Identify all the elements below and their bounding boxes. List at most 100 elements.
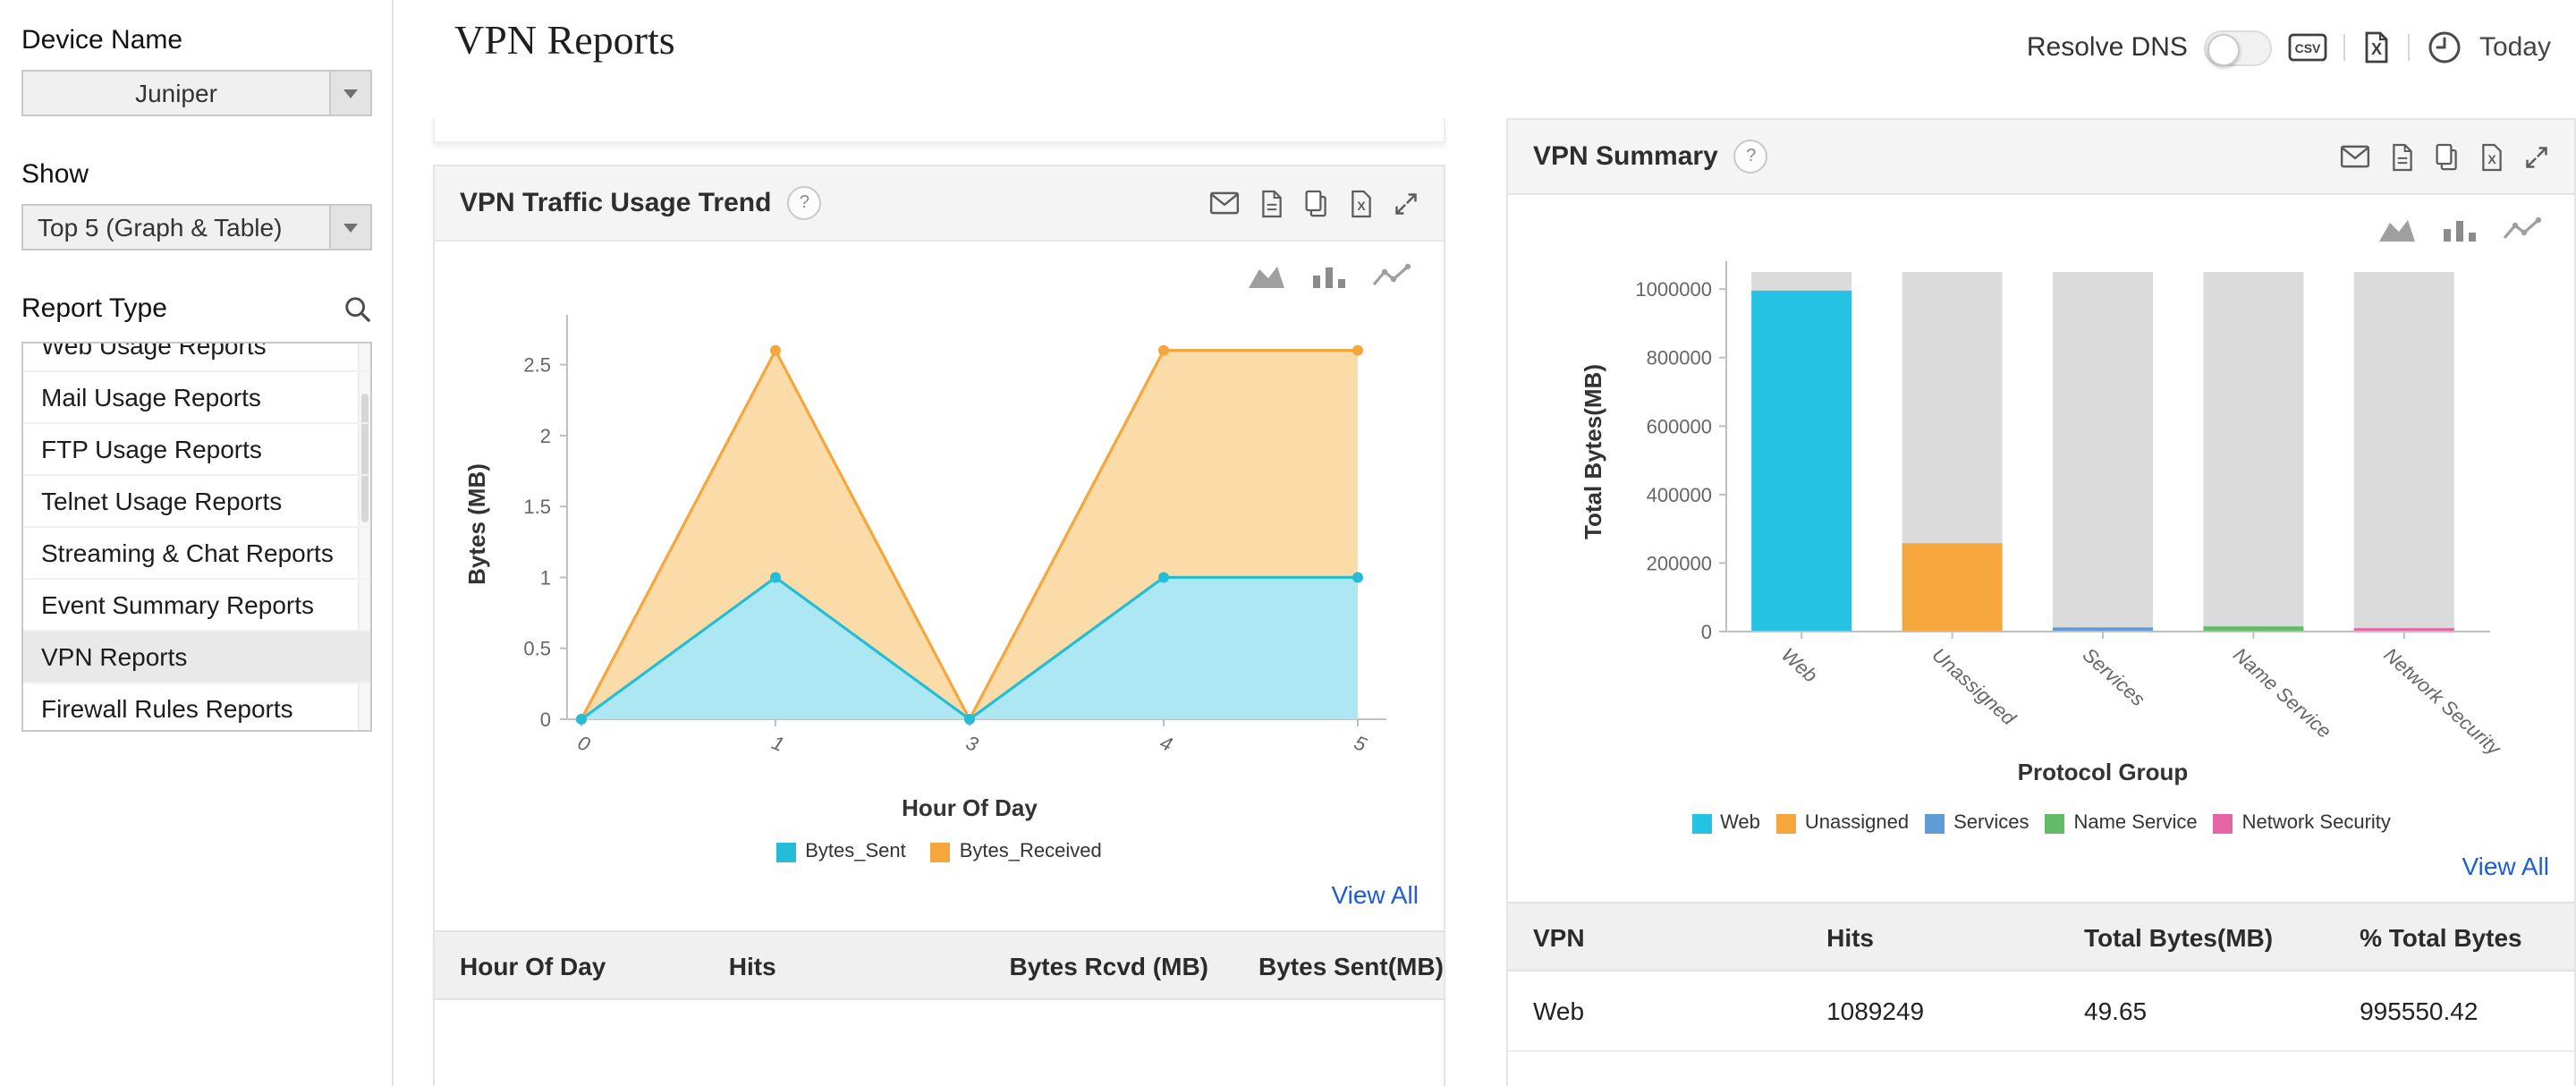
table-link[interactable]: Web xyxy=(1508,971,1802,1052)
legend-label: Bytes_Sent xyxy=(805,841,906,862)
table-header-row: Hour Of Day Hits Bytes Rcvd (MB) Bytes Sent… xyxy=(435,930,1444,1000)
device-select-value: Juniper xyxy=(135,79,217,107)
y-tick-label: 2.5 xyxy=(523,354,551,377)
data-point-marker xyxy=(1158,572,1169,583)
x-tick-label: 5 xyxy=(1351,731,1369,756)
data-point-marker xyxy=(1352,344,1363,356)
legend-swatch xyxy=(1691,813,1712,833)
legend-item-services[interactable]: Services xyxy=(1925,812,2029,834)
report-type-list: Web Usage Reports Mail Usage Reports FTP U… xyxy=(21,342,372,732)
traffic-view-all: View All xyxy=(435,866,1444,930)
clock-icon[interactable] xyxy=(2426,29,2463,66)
excel-export-icon[interactable]: X xyxy=(2361,30,2392,64)
bar-name-service xyxy=(2203,626,2304,632)
legend-item-bytes-sent[interactable]: Bytes_Sent xyxy=(776,841,906,862)
line-chart-icon[interactable] xyxy=(2503,216,2542,243)
y-axis-label: Total Bytes(MB) xyxy=(1580,364,1606,539)
traffic-area-chart: 0 0.5 1 1.5 2 2.5 0 1 3 4 5 Bytes (MB) Hour Of Day xyxy=(463,315,1386,821)
mail-icon[interactable] xyxy=(1209,191,1240,215)
y-tick-label: 600000 xyxy=(1647,415,1712,437)
svg-text:X: X xyxy=(2487,151,2496,165)
scrollbar-thumb[interactable] xyxy=(361,394,369,522)
summary-panel-actions: X xyxy=(2340,142,2549,171)
x-axis-label: Protocol Group xyxy=(2018,759,2189,785)
y-tick-label: 400000 xyxy=(1647,484,1712,506)
sidebar-item-label: Firewall Rules Reports xyxy=(41,694,293,723)
device-name-label: Device Name xyxy=(21,25,183,55)
legend-label: Services xyxy=(1953,812,2029,834)
bar-chart-icon[interactable] xyxy=(2440,216,2479,243)
sidebar-item-telnet-usage-reports[interactable]: Telnet Usage Reports xyxy=(23,476,370,528)
expand-icon[interactable] xyxy=(1394,191,1419,216)
sidebar-item-label: Telnet Usage Reports xyxy=(41,487,283,515)
sidebar-item-event-summary-reports[interactable]: Event Summary Reports xyxy=(23,580,370,632)
y-tick-label: 2 xyxy=(540,425,551,447)
legend-swatch xyxy=(2045,813,2065,833)
area-chart-icon[interactable] xyxy=(2377,216,2417,243)
show-select-value: Top 5 (Graph & Table) xyxy=(38,213,283,242)
summary-chart-type-switch xyxy=(1508,195,2574,243)
legend-item-web[interactable]: Web xyxy=(1691,812,1760,834)
panels-row: VPN Traffic Usage Trend ? X 0 0.5 1 1.5 2 2.5… xyxy=(394,118,2576,1086)
legend-item-unassigned[interactable]: Unassigned xyxy=(1775,812,1909,834)
expand-icon[interactable] xyxy=(2524,144,2549,169)
y-tick-label: 0 xyxy=(540,708,551,731)
y-tick-label: 1 xyxy=(540,566,551,589)
sidebar-item-firewall-rules-reports[interactable]: Firewall Rules Reports xyxy=(23,683,370,730)
show-select[interactable]: Top 5 (Graph & Table) xyxy=(21,204,372,250)
sidebar-item-label: Streaming & Chat Reports xyxy=(41,539,334,567)
resolve-dns-toggle[interactable] xyxy=(2203,30,2272,65)
data-point-marker xyxy=(1158,344,1169,356)
legend-item-network-security[interactable]: Network Security xyxy=(2213,812,2391,834)
device-select[interactable]: Juniper xyxy=(21,70,372,116)
column-header: % Total Bytes xyxy=(2334,902,2574,971)
data-point-marker xyxy=(770,344,781,356)
view-all-link[interactable]: View All xyxy=(2462,852,2549,880)
x-tick-label: Name Service xyxy=(2229,643,2335,742)
traffic-table: Hour Of Day Hits Bytes Rcvd (MB) Bytes Sent… xyxy=(435,930,1444,1000)
main-header: VPN Reports Resolve DNS CSV X xyxy=(394,0,2576,118)
mail-icon[interactable] xyxy=(2340,145,2370,168)
chevron-down-icon[interactable] xyxy=(329,72,370,115)
csv-export-icon[interactable]: CSV xyxy=(2288,32,2327,63)
area-chart-icon[interactable] xyxy=(1247,263,1286,290)
pdf-icon[interactable] xyxy=(1259,189,1284,217)
table-row: Web 1089249 49.65 995550.42 xyxy=(1508,971,2574,1052)
pdf-icon[interactable] xyxy=(2390,142,2415,171)
excel-icon[interactable]: X xyxy=(2479,142,2504,171)
search-icon[interactable] xyxy=(343,294,372,323)
legend-item-bytes-received[interactable]: Bytes_Received xyxy=(930,841,1102,862)
column-header: Bytes Sent(MB) xyxy=(1233,930,1444,1000)
sidebar-item-streaming-chat-reports[interactable]: Streaming & Chat Reports xyxy=(23,528,370,580)
copy-icon[interactable] xyxy=(2435,142,2460,171)
sidebar-item-vpn-reports[interactable]: VPN Reports xyxy=(23,632,370,683)
copy-icon[interactable] xyxy=(1304,189,1329,217)
bar-network-security xyxy=(2353,628,2454,633)
sidebar-item-web-usage-reports[interactable]: Web Usage Reports xyxy=(23,344,370,372)
column-header: Hits xyxy=(703,930,956,1000)
help-icon[interactable]: ? xyxy=(787,186,822,220)
sidebar-item-label: FTP Usage Reports xyxy=(41,435,262,463)
x-tick-label: 1 xyxy=(768,731,787,756)
summary-panel-header: VPN Summary ? X xyxy=(1508,120,2574,195)
svg-text:X: X xyxy=(2371,40,2382,58)
excel-icon[interactable]: X xyxy=(1349,189,1374,217)
chevron-down-icon[interactable] xyxy=(329,206,370,249)
view-all-link[interactable]: View All xyxy=(1331,880,1419,909)
card-edge xyxy=(433,118,1445,143)
traffic-chart-type-switch xyxy=(435,242,1444,290)
sidebar-item-ftp-usage-reports[interactable]: FTP Usage Reports xyxy=(23,424,370,476)
right-column: VPN Summary ? X 0 200000 400000 600000 80000… xyxy=(1506,118,2576,1086)
bar-services xyxy=(2053,627,2153,632)
legend-item-name-service[interactable]: Name Service xyxy=(2045,812,2198,834)
line-chart-icon[interactable] xyxy=(1372,263,1411,290)
legend-label: Network Security xyxy=(2241,812,2391,834)
sidebar-item-mail-usage-reports[interactable]: Mail Usage Reports xyxy=(23,372,370,424)
x-tick-label: 3 xyxy=(962,731,981,756)
legend-swatch xyxy=(930,842,951,861)
bar-chart-icon[interactable] xyxy=(1309,263,1349,290)
x-tick-label: 0 xyxy=(574,731,593,756)
period-label[interactable]: Today xyxy=(2479,32,2551,63)
summary-bar-chart: 0 200000 400000 600000 800000 1000000 Web Unass… xyxy=(1580,261,2506,785)
help-icon[interactable]: ? xyxy=(1733,140,1768,174)
